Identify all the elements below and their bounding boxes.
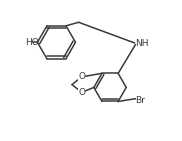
Text: Br: Br bbox=[135, 96, 145, 105]
Text: NH: NH bbox=[135, 38, 149, 48]
Text: HO: HO bbox=[25, 38, 39, 47]
Text: O: O bbox=[78, 72, 85, 81]
Text: O: O bbox=[78, 88, 85, 97]
